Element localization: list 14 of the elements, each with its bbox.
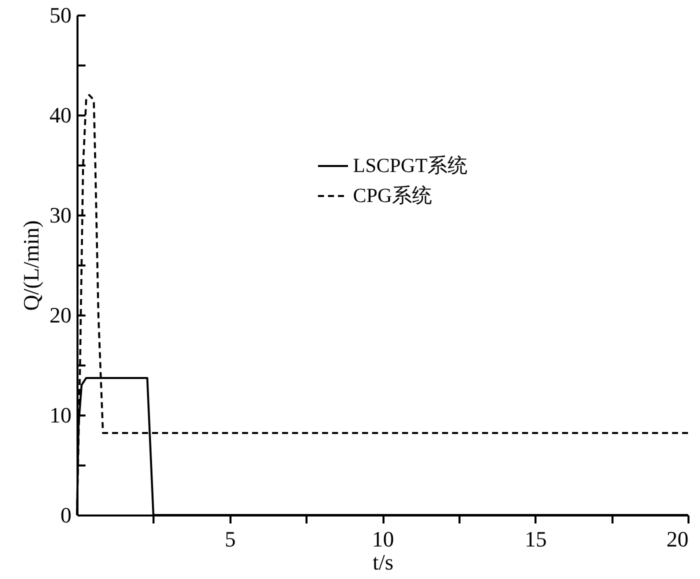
x-axis-title: t/s — [372, 550, 394, 574]
x-tick-label: 5 — [224, 526, 236, 552]
x-tick-label: 15 — [524, 526, 547, 552]
y-tick-label: 40 — [50, 102, 72, 128]
x-tick-label: 20 — [666, 526, 688, 552]
y-axis-title: Q/(L/min) — [18, 220, 44, 311]
legend-label: LSCPGT系统 — [353, 155, 468, 177]
y-tick-label: 20 — [50, 302, 72, 328]
y-tick-label: 50 — [50, 2, 72, 28]
legend-label: CPG系统 — [353, 185, 432, 207]
y-tick-label: 10 — [50, 402, 72, 428]
x-tick-label: 10 — [372, 526, 394, 552]
y-tick-label: 30 — [50, 202, 72, 228]
y-tick-label: 0 — [60, 502, 72, 528]
